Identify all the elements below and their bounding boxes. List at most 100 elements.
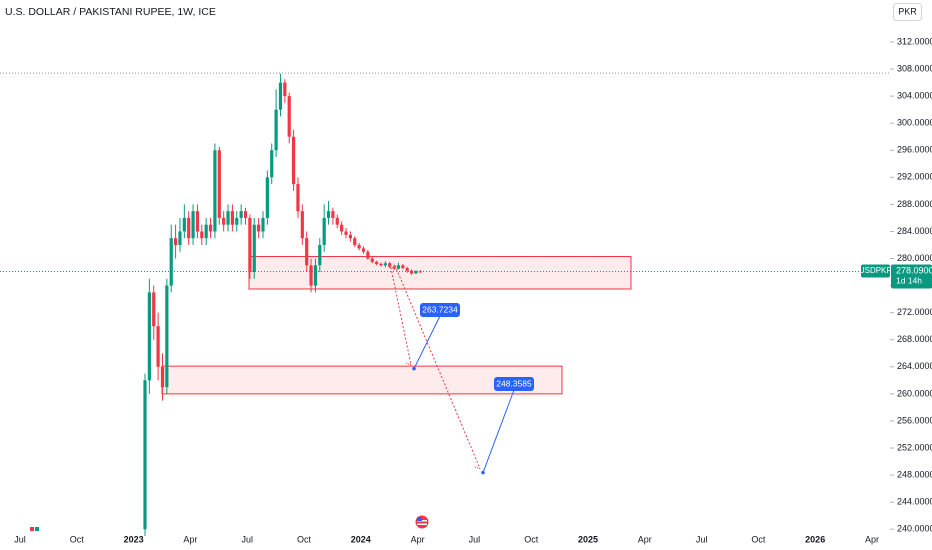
x-tick-label: 2025 [578, 534, 598, 544]
candle-body [191, 211, 195, 239]
dividend-icon [35, 527, 39, 531]
currency-button[interactable] [893, 3, 922, 21]
candle-body [379, 263, 383, 266]
candle-body [340, 224, 344, 232]
target-label: 263.7234 [422, 304, 458, 314]
candle-body [318, 244, 322, 266]
candle-body [348, 234, 352, 239]
candle-body [261, 217, 265, 232]
candle-body [213, 150, 217, 232]
candle-body [239, 211, 243, 218]
dividend-icon [30, 527, 34, 531]
y-tick-label: 292.0000 [897, 172, 932, 182]
projection-line [389, 263, 412, 365]
event-icon[interactable] [415, 515, 429, 529]
x-tick-label: Jul [469, 534, 481, 544]
candle-body [195, 211, 200, 232]
candle-body [357, 244, 361, 249]
candle-body [405, 268, 409, 271]
candle-body [396, 265, 401, 269]
candle-body [344, 231, 348, 235]
candle-body [300, 211, 304, 239]
y-tick-label: 256.0000 [897, 415, 932, 425]
y-tick-label: 312.0000 [897, 36, 932, 46]
target-label: 248.3585 [496, 378, 532, 388]
y-tick-label: 252.0000 [897, 442, 932, 452]
y-tick-label: 248.0000 [897, 469, 932, 479]
x-tick-label: Oct [524, 534, 539, 544]
x-tick-label: Jul [14, 534, 26, 544]
candle-body [230, 211, 234, 225]
candle-body [169, 238, 173, 286]
candle-body [296, 184, 300, 212]
y-tick-label: 304.0000 [897, 90, 932, 100]
target-label-box [494, 377, 534, 391]
candle-body [173, 238, 178, 245]
candle-body [335, 217, 339, 225]
y-tick-label: 288.0000 [897, 199, 932, 209]
candle-body [370, 258, 374, 262]
currency-button-label[interactable]: PKR [898, 6, 917, 16]
y-tick-label: 244.0000 [897, 497, 932, 507]
candle-body [388, 263, 392, 267]
y-tick-label: 264.0000 [897, 361, 932, 371]
candle-body [383, 263, 387, 266]
x-tick-label: 2023 [124, 534, 144, 544]
candle-body [143, 380, 147, 530]
target-point [412, 366, 416, 371]
x-tick-label: Oct [751, 534, 766, 544]
x-tick-label: Apr [183, 534, 197, 544]
candle-body [165, 285, 169, 388]
x-tick-label: Oct [70, 534, 85, 544]
candle-body [392, 266, 396, 269]
candle-body [243, 211, 248, 218]
candle-body [409, 270, 414, 274]
candle-body [291, 136, 296, 185]
target-label-box [420, 303, 460, 317]
candle-body [309, 265, 313, 286]
candle-body [278, 82, 283, 110]
symbol-tag-label: USDPKR [859, 266, 893, 275]
price-tag [891, 264, 932, 289]
candle-body [401, 265, 405, 268]
candle-body [418, 271, 422, 273]
candle-body [283, 82, 287, 97]
countdown-label: 1d 14h [896, 276, 922, 286]
candle-body [182, 217, 186, 232]
candle-body [331, 211, 335, 218]
price-tag-label: 278.0900 [896, 265, 932, 275]
y-tick-label: 308.0000 [897, 63, 932, 73]
candle-body [222, 217, 226, 225]
y-tick-label: 268.0000 [897, 334, 932, 344]
candle-body [147, 292, 151, 381]
x-tick-label: 2026 [805, 534, 825, 544]
x-tick-label: Apr [865, 534, 879, 544]
candle-body [200, 231, 204, 239]
candle-body [326, 211, 331, 218]
y-tick-label: 240.0000 [897, 524, 932, 534]
candle-body [274, 109, 278, 151]
candle-body [187, 217, 191, 239]
candle-body [414, 271, 418, 274]
candle-body [152, 292, 156, 327]
symbol-tag [861, 264, 890, 278]
candle-body [252, 224, 256, 273]
y-tick-label: 300.0000 [897, 118, 932, 128]
candle-body [257, 224, 261, 232]
target-connector [413, 315, 441, 369]
x-tick-label: Oct [297, 534, 312, 544]
candle-body [270, 150, 274, 178]
flag-canton [417, 517, 422, 521]
y-tick-label: 284.0000 [897, 226, 932, 236]
target-connector [482, 389, 515, 473]
y-tick-label: 260.0000 [897, 388, 932, 398]
candle-body [322, 217, 326, 245]
candle-body [204, 224, 208, 239]
candle-body [248, 217, 252, 273]
x-tick-label: Apr [638, 534, 652, 544]
candle-body [217, 150, 221, 218]
projection-line [394, 265, 481, 469]
